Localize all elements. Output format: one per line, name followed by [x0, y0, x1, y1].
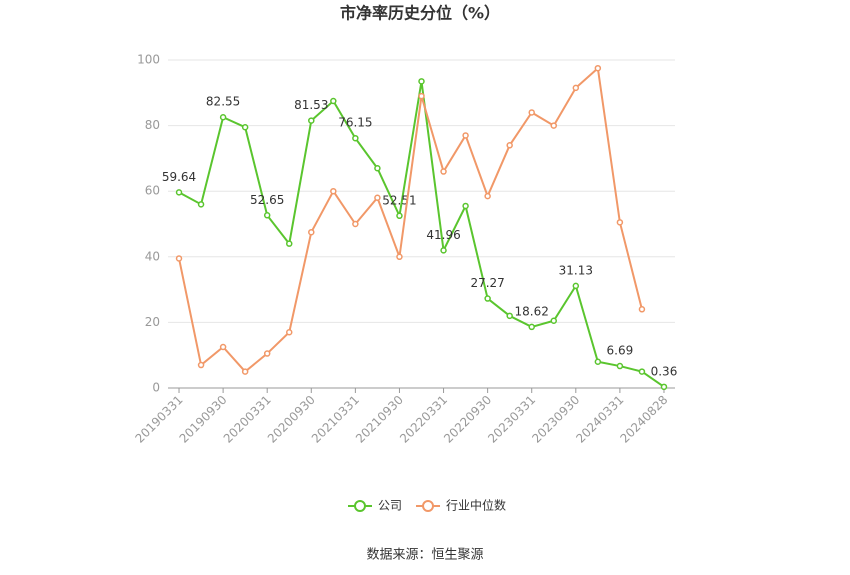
legend-marker: [422, 500, 435, 512]
point: [308, 117, 315, 124]
point: [330, 97, 337, 105]
data-label: 27.27: [470, 276, 504, 290]
point: [330, 187, 337, 195]
point: [374, 164, 381, 172]
point: [197, 201, 205, 208]
point: [616, 219, 624, 226]
point: [263, 350, 271, 357]
point: [550, 122, 558, 129]
point: [638, 368, 646, 375]
data-label: 31.13: [559, 263, 593, 277]
y-tick-label: 0: [152, 381, 160, 395]
y-tick-label: 20: [145, 315, 160, 329]
point: [308, 228, 315, 236]
data-label: 52.51: [382, 193, 416, 207]
point: [506, 142, 513, 149]
point: [285, 328, 293, 336]
point: [241, 368, 249, 375]
point: [396, 212, 403, 220]
point: [241, 123, 249, 131]
point: [528, 323, 535, 331]
point: [550, 317, 558, 325]
source: 数据来源：恒生聚源: [366, 548, 483, 563]
point: [263, 212, 271, 219]
y-tick-label: 80: [145, 118, 160, 132]
point: [506, 312, 513, 320]
data-label: 18.62: [515, 304, 549, 318]
point: [462, 132, 469, 139]
chart-title: 市净率历史分位（%）: [340, 4, 500, 23]
point: [175, 189, 183, 196]
point: [197, 361, 205, 369]
point: [484, 192, 491, 200]
point: [374, 194, 381, 202]
data-label: 41.96: [426, 228, 460, 242]
point: [396, 253, 403, 261]
data-label: 59.64: [162, 170, 196, 184]
point: [285, 240, 293, 247]
point: [418, 78, 425, 85]
point: [484, 295, 491, 302]
point: [175, 255, 183, 262]
point: [440, 168, 447, 175]
data-label: 76.15: [338, 116, 372, 130]
point: [219, 343, 227, 351]
y-tick-label: 40: [145, 249, 160, 263]
data-label: 0.36: [651, 364, 678, 378]
point: [594, 64, 602, 72]
point: [616, 362, 624, 370]
point: [638, 306, 646, 313]
series-line: [178, 66, 643, 373]
point: [219, 113, 227, 121]
data-label: 81.53: [294, 98, 328, 112]
data-label: 6.69: [607, 344, 634, 358]
point: [528, 109, 535, 116]
y-tick-label: 100: [137, 53, 160, 67]
point: [462, 202, 469, 210]
point: [594, 358, 602, 366]
point: [352, 220, 359, 228]
point: [418, 92, 425, 100]
point: [440, 247, 447, 254]
data-label: 82.55: [206, 95, 240, 109]
x-tick-label: 20240828: [617, 393, 670, 446]
legend-label: 行业中位数: [446, 498, 506, 513]
y-tick-label: 60: [145, 184, 160, 198]
legend-marker: [354, 500, 366, 512]
point: [352, 134, 359, 142]
point: [572, 84, 580, 92]
point: [572, 282, 580, 290]
legend-label: 公司: [378, 499, 402, 513]
point: [660, 383, 668, 391]
data-label: 52.65: [250, 193, 284, 207]
series-line: [178, 81, 665, 388]
